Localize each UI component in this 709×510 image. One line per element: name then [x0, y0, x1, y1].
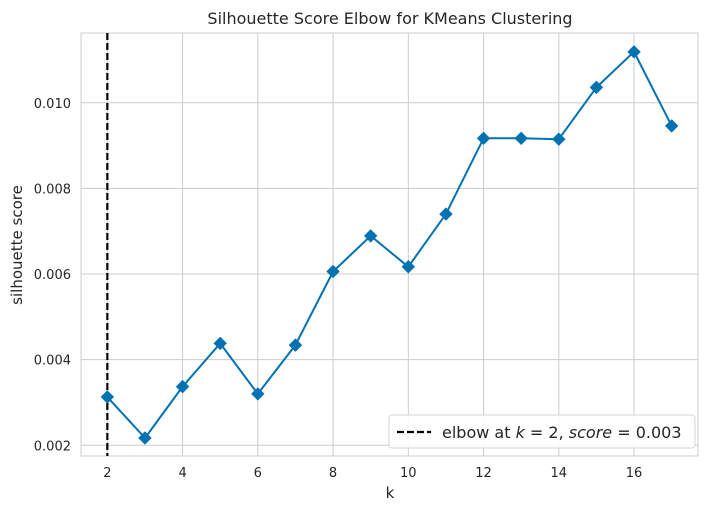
- data-point: [251, 387, 265, 401]
- data-point: [363, 229, 378, 243]
- grid: [81, 33, 698, 456]
- data-point: [288, 338, 303, 352]
- data-point: [138, 431, 152, 445]
- data-point: [213, 336, 227, 351]
- data-point: [476, 131, 491, 146]
- data-point: [175, 379, 190, 394]
- x-axis-label: k: [386, 484, 395, 502]
- y-tick-label: 0.008: [34, 182, 71, 197]
- y-axis-label: silhouette score: [8, 185, 26, 305]
- y-tick-label: 0.006: [34, 268, 71, 283]
- data-point: [439, 207, 453, 221]
- tick-labels: 2 4 6 8 10 12 14 16 0.002 0.004 0.006 0.008 0.010: [34, 97, 643, 481]
- data-point: [326, 264, 340, 279]
- data-point: [552, 132, 566, 146]
- x-tick-label: 4: [178, 466, 186, 481]
- x-tick-label: 12: [475, 466, 492, 481]
- series-line: [106, 50, 673, 439]
- chart-title: Silhouette Score Elbow for KMeans Cluste…: [207, 9, 572, 28]
- data-point: [514, 131, 528, 146]
- data-point: [100, 390, 115, 404]
- x-tick-label: 2: [103, 466, 111, 481]
- y-tick-label: 0.002: [34, 439, 71, 454]
- y-tick-label: 0.004: [34, 354, 71, 369]
- data-point: [589, 80, 604, 95]
- data-point: [664, 119, 679, 133]
- x-tick-label: 8: [329, 466, 337, 481]
- legend-box: [388, 414, 696, 449]
- x-tick-label: 6: [254, 466, 262, 481]
- y-tick-label: 0.010: [34, 97, 71, 112]
- data-point: [401, 260, 416, 274]
- data-point: [627, 45, 641, 59]
- legend: elbow at k = 2, score = 0.003: [388, 414, 696, 449]
- legend-label: elbow at k = 2, score = 0.003: [442, 423, 682, 442]
- series-layer: [100, 45, 679, 445]
- x-tick-label: 16: [626, 466, 643, 481]
- x-tick-label: 10: [400, 466, 417, 481]
- plot-frame: [80, 32, 699, 457]
- x-tick-label: 14: [551, 466, 568, 481]
